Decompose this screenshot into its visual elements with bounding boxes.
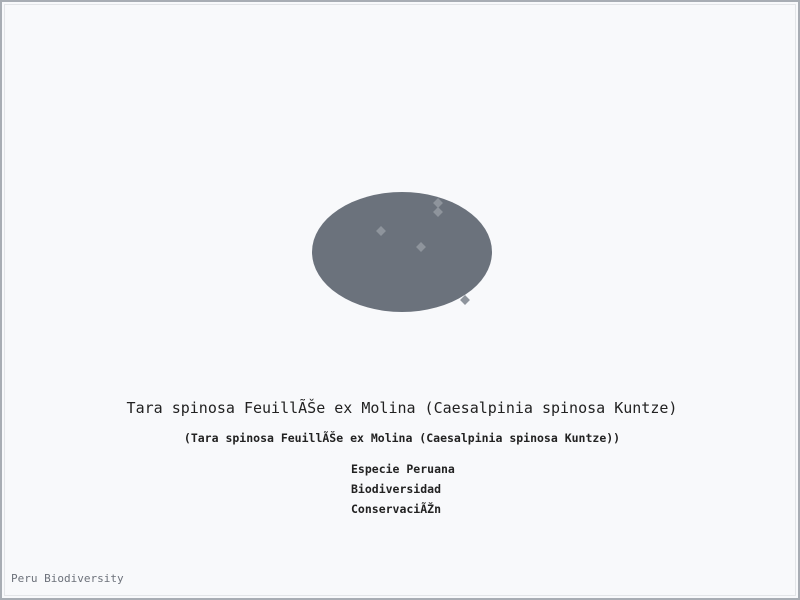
tag-list: Especie Peruana Biodiversidad Conservaci…	[351, 461, 455, 521]
tag-item: Biodiversidad	[351, 482, 442, 496]
tag-item: ConservaciÃŽn	[351, 502, 442, 516]
species-title: Tara spinosa FeuillÃŠe ex Molina (Caesal…	[126, 399, 678, 417]
footer-credit: Peru Biodiversity	[11, 572, 124, 585]
tag-item: Especie Peruana	[351, 462, 455, 476]
species-subtitle: (Tara spinosa FeuillÃŠe ex Molina (Caesa…	[183, 431, 621, 445]
specimen-blob	[312, 192, 492, 312]
